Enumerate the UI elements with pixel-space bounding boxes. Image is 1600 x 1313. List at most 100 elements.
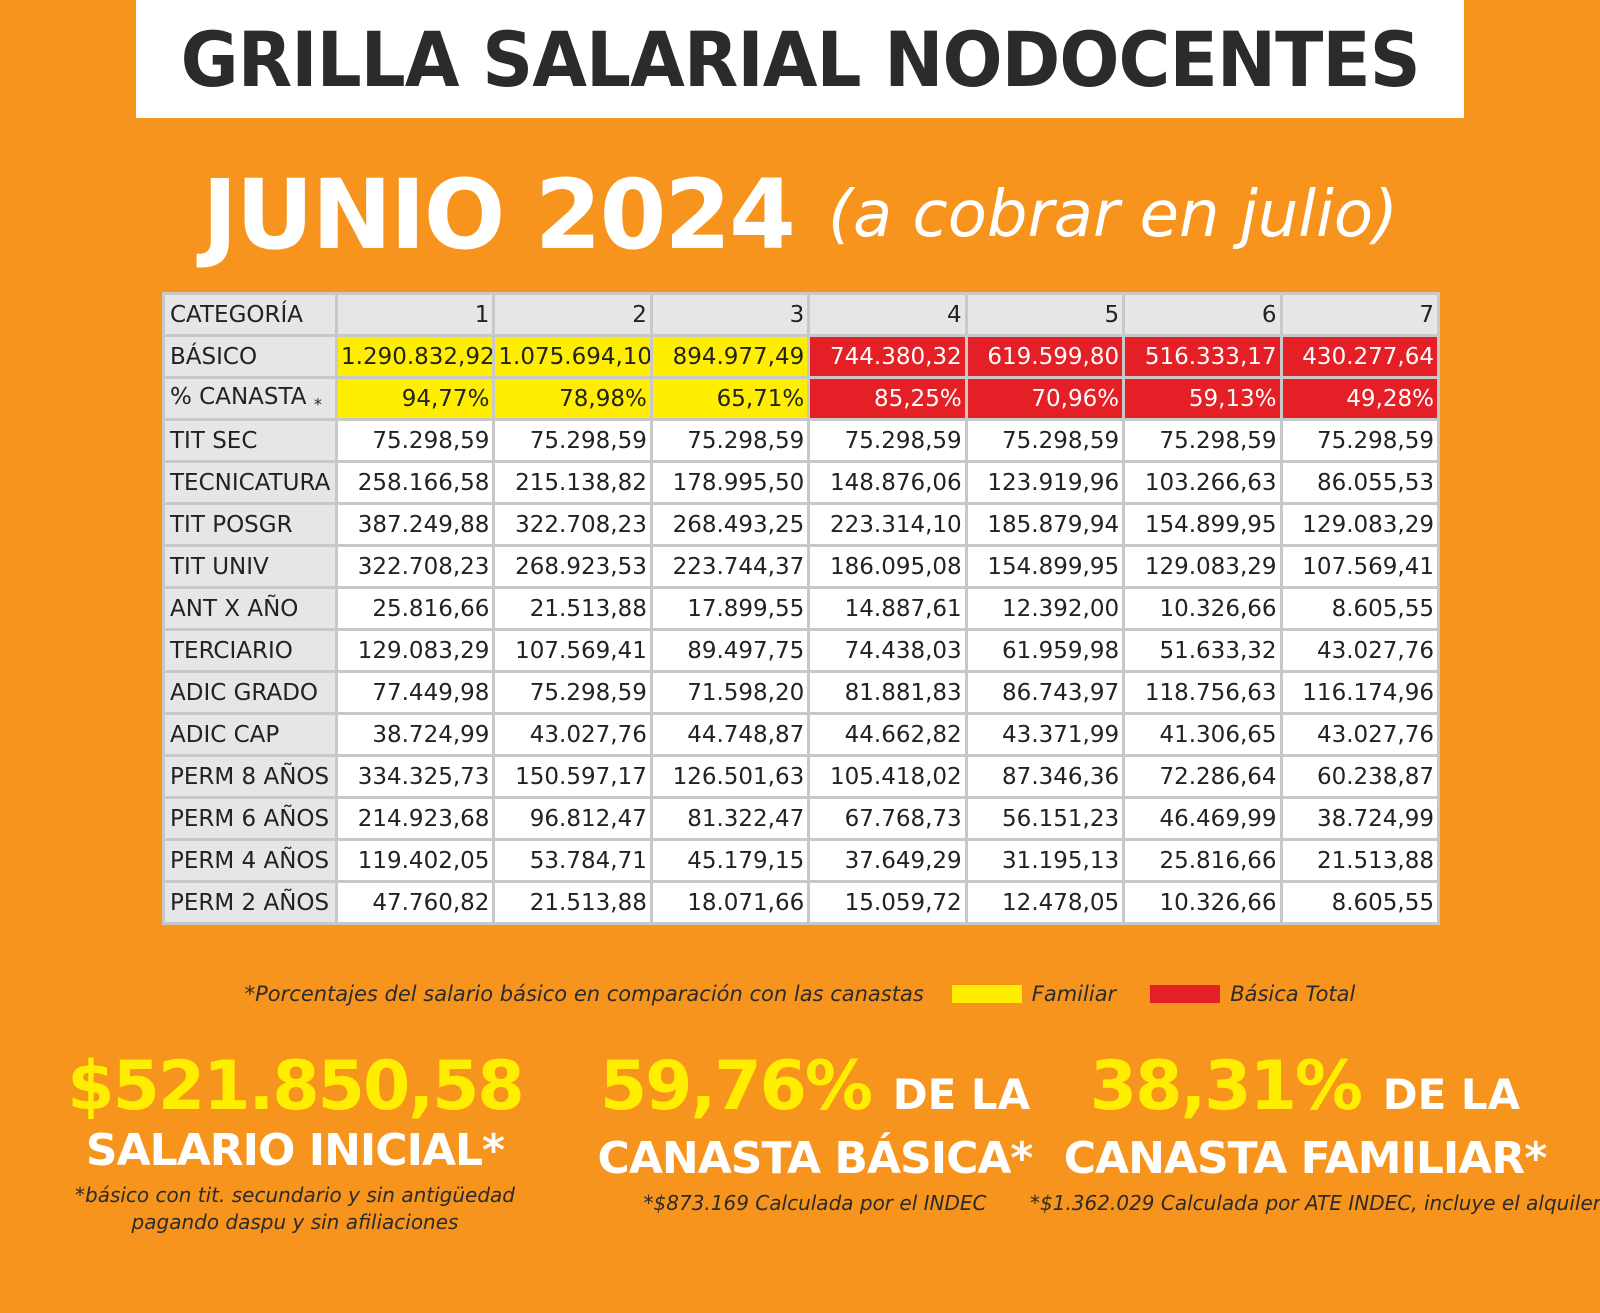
table-cell: 21.513,88 bbox=[495, 589, 650, 628]
table-cell: 59,13% bbox=[1125, 379, 1280, 418]
table-cell: 8.605,55 bbox=[1282, 883, 1437, 922]
row-label: TERCIARIO bbox=[165, 631, 335, 670]
table-cell: 8.605,55 bbox=[1282, 589, 1437, 628]
row-label: % CANASTA * bbox=[165, 379, 335, 418]
row-label: ADIC GRADO bbox=[165, 673, 335, 712]
row-label: PERM 2 AÑOS bbox=[165, 883, 335, 922]
table-cell: 430.277,64 bbox=[1282, 337, 1437, 376]
table-row: TIT SEC 75.298,59 75.298,59 75.298,59 75.298… bbox=[165, 421, 1437, 460]
table-cell: 129.083,29 bbox=[1282, 505, 1437, 544]
header-cell-category-4: 4 bbox=[810, 295, 965, 334]
table-cell: 43.027,76 bbox=[1282, 715, 1437, 754]
table-cell: 43.371,99 bbox=[967, 715, 1123, 754]
table-cell: 744.380,32 bbox=[810, 337, 965, 376]
table-cell: 25.816,66 bbox=[338, 589, 493, 628]
table-cell: 75.298,59 bbox=[338, 421, 493, 460]
table-cell: 81.322,47 bbox=[652, 799, 808, 838]
table-cell: 85,25% bbox=[810, 379, 965, 418]
row-label-text: % CANASTA bbox=[170, 383, 307, 410]
table-cell: 46.469,99 bbox=[1125, 799, 1280, 838]
stat-footnote: *$1.362.029 Calculada por ATE INDEC, inc… bbox=[1030, 1191, 1600, 1215]
table-cell: 71.598,20 bbox=[652, 673, 808, 712]
table-cell: 75.298,59 bbox=[652, 421, 808, 460]
stat-footnote-line: pagando daspu y sin afiliaciones bbox=[131, 1210, 459, 1234]
table-cell: 15.059,72 bbox=[810, 883, 965, 922]
stat-suffix: DE LA bbox=[1382, 1070, 1521, 1119]
table-cell: 75.298,59 bbox=[1282, 421, 1437, 460]
row-label-text: BÁSICO bbox=[170, 343, 258, 370]
row-label: TIT UNIV bbox=[165, 547, 335, 586]
table-cell: 107.569,41 bbox=[1282, 547, 1437, 586]
table-cell: 154.899,95 bbox=[1125, 505, 1280, 544]
table-cell: 223.744,37 bbox=[652, 547, 808, 586]
table-cell: 74.438,03 bbox=[810, 631, 965, 670]
table-cell: 103.266,63 bbox=[1125, 463, 1280, 502]
stat-value: $521.850,58 bbox=[67, 1047, 525, 1126]
header-cell-category-1: 1 bbox=[338, 295, 493, 334]
period-heading: JUNIO 2024 (a cobrar en julio) bbox=[0, 159, 1600, 271]
table-cell: 322.708,23 bbox=[495, 505, 650, 544]
table-cell: 119.402,05 bbox=[338, 841, 493, 880]
table-cell: 21.513,88 bbox=[495, 883, 650, 922]
table-cell: 70,96% bbox=[967, 379, 1123, 418]
header-cell-category-7: 7 bbox=[1282, 295, 1437, 334]
table-cell: 185.879,94 bbox=[967, 505, 1123, 544]
stat-value: 38,31% bbox=[1089, 1047, 1363, 1126]
table-cell: 61.959,98 bbox=[967, 631, 1123, 670]
row-label: PERM 8 AÑOS bbox=[165, 757, 335, 796]
stat-value-line: 38,31% DE LA bbox=[1030, 1048, 1580, 1134]
table-cell: 56.151,23 bbox=[967, 799, 1123, 838]
table-cell: 118.756,63 bbox=[1125, 673, 1280, 712]
table-cell: 10.326,66 bbox=[1125, 589, 1280, 628]
table-cell: 41.306,65 bbox=[1125, 715, 1280, 754]
period-month: JUNIO 2024 bbox=[202, 159, 796, 271]
table-cell: 1.075.694,10 bbox=[495, 337, 650, 376]
table-cell: 12.392,00 bbox=[967, 589, 1123, 628]
table-cell: 96.812,47 bbox=[495, 799, 650, 838]
row-label-text: PERM 6 AÑOS bbox=[170, 805, 330, 832]
table-cell: 81.881,83 bbox=[810, 673, 965, 712]
row-label-text: ADIC CAP bbox=[170, 721, 280, 748]
table-cell: 107.569,41 bbox=[495, 631, 650, 670]
stat-label: CANASTA FAMILIAR* bbox=[1063, 1133, 1547, 1184]
table-cell: 47.760,82 bbox=[338, 883, 493, 922]
row-label: PERM 4 AÑOS bbox=[165, 841, 335, 880]
table-cell: 67.768,73 bbox=[810, 799, 965, 838]
table-cell: 126.501,63 bbox=[652, 757, 808, 796]
table-cell: 75.298,59 bbox=[495, 673, 650, 712]
table-cell: 44.748,87 bbox=[652, 715, 808, 754]
stat-suffix: DE LA bbox=[892, 1070, 1031, 1119]
table-cell: 75.298,59 bbox=[810, 421, 965, 460]
header-cell-category-3: 3 bbox=[652, 295, 808, 334]
table-cell: 17.899,55 bbox=[652, 589, 808, 628]
header-cell-category-2: 2 bbox=[495, 295, 650, 334]
row-label: PERM 6 AÑOS bbox=[165, 799, 335, 838]
row-label-text: TECNICATURA bbox=[170, 469, 331, 496]
table-cell: 53.784,71 bbox=[495, 841, 650, 880]
table-cell: 75.298,59 bbox=[967, 421, 1123, 460]
table-cell: 215.138,82 bbox=[495, 463, 650, 502]
table-cell: 25.816,66 bbox=[1125, 841, 1280, 880]
stat-canasta-familiar: 38,31% DE LA CANASTA FAMILIAR* *$1.362.0… bbox=[1030, 1048, 1600, 1217]
table-row: TIT UNIV 322.708,23 268.923,53 223.744,37 18… bbox=[165, 547, 1437, 586]
table-row: BÁSICO 1.290.832,92 1.075.694,10 894.977,49… bbox=[165, 337, 1437, 376]
table-cell: 60.238,87 bbox=[1282, 757, 1437, 796]
table-cell: 387.249,88 bbox=[338, 505, 493, 544]
legend-label-familiar: Familiar bbox=[1031, 982, 1117, 1006]
table-row: PERM 6 AÑOS 214.923,68 96.812,47 81.322,47 6… bbox=[165, 799, 1437, 838]
row-label-text: PERM 4 AÑOS bbox=[170, 847, 330, 874]
legend-note: *Porcentajes del salario básico en compa… bbox=[244, 982, 924, 1006]
row-label-text: PERM 8 AÑOS bbox=[170, 763, 330, 790]
row-label-text: TIT POSGR bbox=[170, 511, 293, 538]
table-row: ADIC GRADO 77.449,98 75.298,59 71.598,20 81.… bbox=[165, 673, 1437, 712]
table-cell: 223.314,10 bbox=[810, 505, 965, 544]
legend: *Porcentajes del salario básico en compa… bbox=[0, 982, 1600, 1006]
header-cell-category-5: 5 bbox=[967, 295, 1123, 334]
table-cell: 129.083,29 bbox=[338, 631, 493, 670]
footnote-mark: * bbox=[313, 394, 322, 414]
table-cell: 268.923,53 bbox=[495, 547, 650, 586]
table-cell: 51.633,32 bbox=[1125, 631, 1280, 670]
table-cell: 45.179,15 bbox=[652, 841, 808, 880]
row-label-text: PERM 2 AÑOS bbox=[170, 889, 330, 916]
table-row: PERM 8 AÑOS 334.325,73 150.597,17 126.501,6… bbox=[165, 757, 1437, 796]
